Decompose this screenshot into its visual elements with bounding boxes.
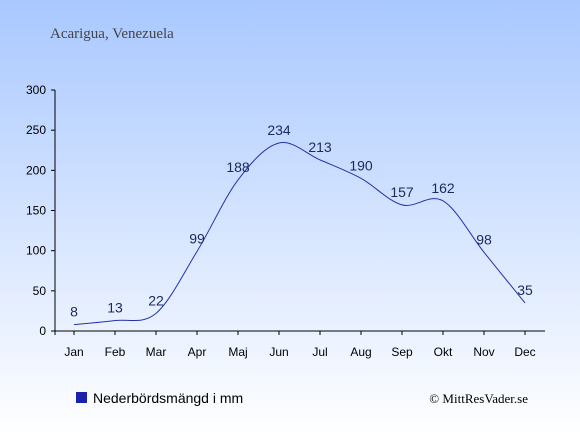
- y-tick-label: 300: [26, 83, 46, 97]
- x-tick-label: Aug: [350, 345, 371, 359]
- data-label: 188: [226, 159, 250, 175]
- data-label: 98: [476, 231, 492, 247]
- x-tick-label: Mar: [146, 345, 167, 359]
- x-tick-label: Jun: [269, 345, 288, 359]
- x-tick-label: Nov: [473, 345, 494, 359]
- data-label: 99: [189, 230, 205, 246]
- series-line: [73, 142, 526, 326]
- data-label: 22: [148, 292, 164, 308]
- series-layer: [73, 142, 526, 326]
- y-tick-label: 100: [26, 244, 46, 258]
- location-title: Acarigua, Venezuela: [50, 26, 174, 42]
- legend-label: Nederbördsmängd i mm: [93, 390, 243, 406]
- x-tick-label: Sep: [391, 345, 413, 359]
- x-tick-label: Jul: [312, 345, 327, 359]
- axes: [51, 90, 545, 335]
- data-label: 157: [390, 184, 414, 200]
- data-labels: 8 13 22 99 188 234 213 190 157 162 98 35: [70, 122, 533, 320]
- x-tick-label: Maj: [228, 345, 247, 359]
- data-label: 190: [349, 157, 373, 173]
- x-tick-label: Apr: [188, 345, 207, 359]
- x-tick-label: Okt: [434, 345, 453, 359]
- y-tick-label: 0: [39, 324, 46, 338]
- legend-marker: [76, 392, 87, 403]
- axis-ticks: 0 50 100 150 200 250 300 Jan Feb Mar Apr Maj Jun Jul A…: [26, 83, 536, 359]
- y-tick-label: 200: [26, 163, 46, 177]
- data-label: 213: [308, 139, 332, 155]
- x-tick-label: Jan: [64, 345, 83, 359]
- x-tick-label: Feb: [105, 345, 126, 359]
- data-label: 162: [431, 180, 455, 196]
- y-tick-label: 50: [33, 284, 47, 298]
- y-tick-label: 150: [26, 204, 46, 218]
- y-tick-label: 250: [26, 123, 46, 137]
- data-label: 13: [107, 300, 123, 316]
- data-label: 8: [70, 304, 78, 320]
- copyright-credit: © MittResVader.se: [429, 391, 528, 406]
- data-label: 35: [517, 282, 533, 298]
- x-tick-label: Dec: [514, 345, 535, 359]
- data-label: 234: [267, 122, 291, 138]
